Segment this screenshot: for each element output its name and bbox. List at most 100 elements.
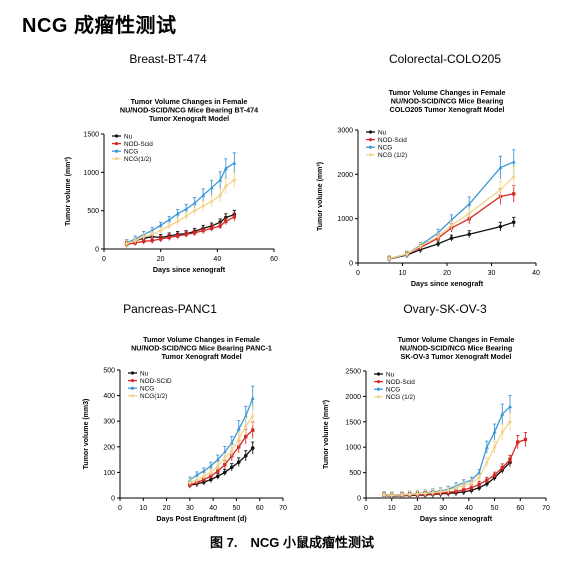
data-point [500, 465, 504, 470]
data-point [133, 238, 138, 243]
series-line [189, 429, 254, 486]
data-point [201, 193, 206, 197]
data-point [467, 211, 472, 216]
data-point [150, 238, 154, 243]
x-tick-label: 10 [139, 505, 147, 512]
x-tick-label: 60 [516, 505, 524, 512]
series-line [383, 421, 511, 496]
legend-label: NCG [386, 387, 400, 394]
data-point [223, 183, 228, 189]
data-point [415, 491, 420, 497]
chart-title-line: Tumor Volume Changes in Female [398, 335, 515, 344]
data-point [141, 234, 146, 239]
data-point [208, 463, 213, 468]
data-point [523, 437, 528, 442]
legend-label: Nu [124, 133, 133, 140]
chart-title-line: Tumor Volume Changes in Female [131, 97, 248, 106]
data-point [485, 481, 489, 486]
legend-label: NCG [378, 145, 392, 152]
data-point [237, 445, 241, 449]
data-point [236, 436, 241, 442]
y-tick-label: 3000 [337, 128, 353, 135]
data-point [251, 428, 255, 432]
x-tick-label: 50 [233, 505, 241, 512]
legend-marker [368, 145, 373, 149]
legend-marker [368, 130, 373, 134]
data-point [477, 475, 482, 480]
y-tick-label: 2000 [345, 394, 361, 401]
series-line [389, 161, 515, 260]
data-point [209, 474, 213, 478]
data-point [387, 256, 392, 261]
data-point [516, 440, 520, 444]
panel-heading-colorectal: Colorectal-COLO205 [388, 52, 502, 66]
series-line [189, 447, 254, 486]
data-point [449, 236, 454, 240]
data-point [508, 458, 512, 462]
legend-label: NCG (1/2) [386, 394, 415, 401]
x-tick-label: 40 [465, 505, 473, 512]
data-point [236, 426, 241, 431]
data-point [222, 449, 227, 454]
y-tick-label: 200 [103, 444, 115, 451]
x-tick-label: 30 [186, 505, 194, 512]
data-point [232, 215, 237, 219]
data-point [222, 470, 227, 475]
data-point [218, 177, 223, 182]
x-axis-label: Days since xenograft [411, 279, 484, 288]
chart-breast: Tumor Volume Changes in FemaleNU/NOD-SCI… [65, 97, 278, 274]
legend-marker [114, 149, 119, 153]
x-tick-label: 40 [209, 505, 217, 512]
data-point [243, 453, 248, 458]
data-point [201, 474, 206, 479]
panel-heading-pancreas: Pancreas-PANC1 [123, 302, 217, 316]
series-line [389, 221, 515, 260]
data-point [250, 395, 255, 400]
data-point [449, 223, 454, 228]
data-point [469, 486, 474, 490]
legend-label: NCG(1/2) [140, 393, 167, 400]
data-point [192, 208, 197, 213]
data-point [423, 491, 428, 496]
legend-label: Nu [386, 371, 395, 378]
data-point [404, 251, 409, 257]
data-point [498, 165, 503, 170]
data-point [477, 470, 482, 475]
y-tick-label: 2000 [337, 172, 353, 179]
x-tick-label: 0 [118, 505, 122, 512]
x-tick-label: 10 [388, 505, 396, 512]
y-tick-label: 500 [87, 208, 99, 215]
chart-pancreas: Tumor Volume Changes in FemaleNU/NOD-SCI… [83, 335, 287, 523]
data-point [484, 445, 489, 449]
data-point [215, 463, 220, 469]
data-point [150, 232, 155, 237]
data-point [461, 483, 466, 488]
series-line [389, 176, 515, 260]
y-tick-label: 1000 [345, 445, 361, 452]
series-line [189, 415, 254, 484]
data-point [141, 239, 146, 244]
data-point [209, 477, 213, 482]
x-axis-label: Days Post Engraftment (d) [156, 514, 247, 523]
legend-label: NCG [140, 386, 154, 393]
data-point [124, 241, 129, 246]
series-line [383, 406, 511, 496]
x-tick-label: 0 [102, 256, 106, 263]
legend-label: NCG [124, 149, 138, 156]
legend-label: NOD-Scid [386, 379, 415, 386]
panel-heading-breast: Breast-BT-474 [129, 52, 207, 66]
data-point [446, 488, 451, 493]
data-point [454, 489, 458, 494]
series-line [189, 397, 254, 481]
data-point [229, 465, 234, 470]
data-point [512, 192, 516, 196]
data-point [192, 200, 197, 205]
legend-marker [376, 395, 381, 399]
legend-label: NCG(1/2) [124, 156, 151, 163]
x-tick-label: 60 [270, 256, 278, 263]
x-tick-label: 70 [542, 505, 550, 512]
data-point [508, 404, 512, 409]
legend-label: NOD-SCID [140, 378, 172, 385]
data-point [218, 193, 223, 198]
data-point [477, 482, 481, 486]
